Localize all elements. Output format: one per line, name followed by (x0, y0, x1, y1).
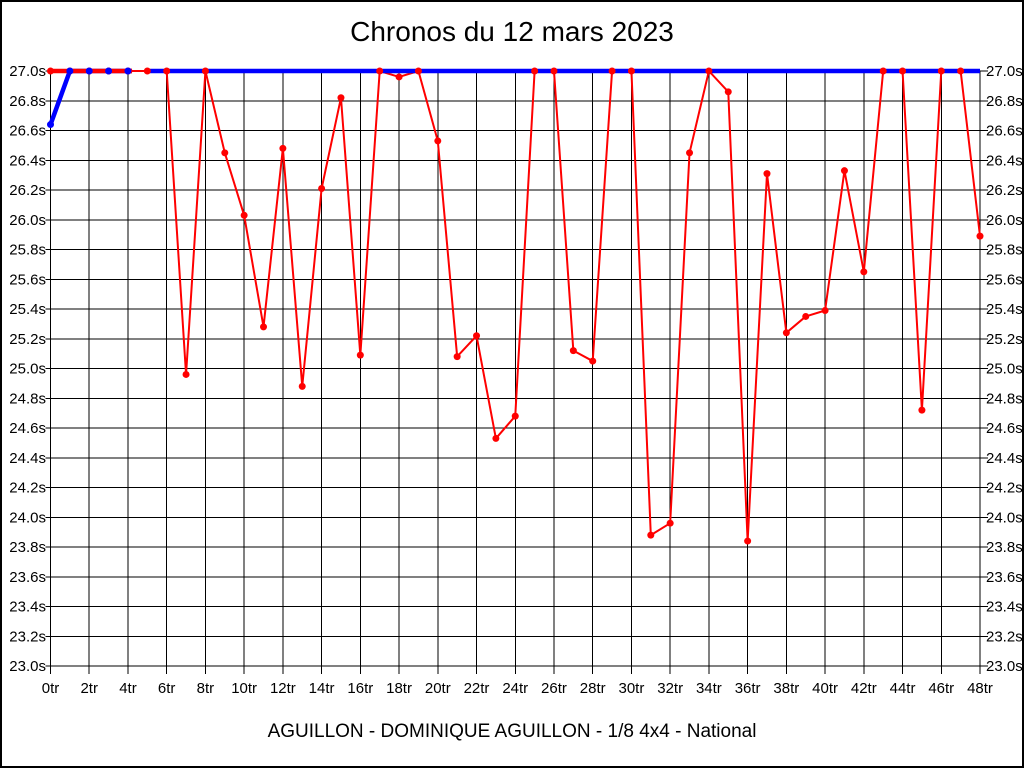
svg-text:32tr: 32tr (657, 680, 683, 697)
svg-text:24.8s: 24.8s (9, 390, 46, 407)
svg-text:25.0s: 25.0s (9, 361, 46, 378)
svg-text:26.6s: 26.6s (9, 123, 46, 140)
svg-text:25.8s: 25.8s (986, 242, 1023, 259)
svg-text:10tr: 10tr (231, 680, 257, 697)
svg-text:26.8s: 26.8s (9, 93, 46, 110)
svg-text:26tr: 26tr (541, 680, 567, 697)
svg-text:25.4s: 25.4s (9, 301, 46, 318)
svg-text:8tr: 8tr (197, 680, 215, 697)
svg-text:46tr: 46tr (928, 680, 954, 697)
svg-text:25.6s: 25.6s (986, 271, 1023, 288)
svg-text:6tr: 6tr (158, 680, 176, 697)
svg-text:24.8s: 24.8s (986, 390, 1023, 407)
svg-text:26.4s: 26.4s (986, 152, 1023, 169)
svg-text:26.8s: 26.8s (986, 93, 1023, 110)
svg-text:23.4s: 23.4s (986, 599, 1023, 616)
chart-title: Chronos du 12 mars 2023 (350, 16, 674, 47)
svg-text:24.6s: 24.6s (9, 420, 46, 437)
svg-text:24.6s: 24.6s (986, 420, 1023, 437)
svg-text:23.8s: 23.8s (986, 539, 1023, 556)
svg-text:26.2s: 26.2s (9, 182, 46, 199)
svg-text:23.2s: 23.2s (9, 628, 46, 645)
svg-text:30tr: 30tr (619, 680, 645, 697)
svg-text:23.8s: 23.8s (9, 539, 46, 556)
reference-markers (47, 67, 132, 129)
svg-text:24tr: 24tr (502, 680, 528, 697)
svg-text:40tr: 40tr (812, 680, 838, 697)
svg-text:25.0s: 25.0s (986, 361, 1023, 378)
svg-text:22tr: 22tr (464, 680, 490, 697)
svg-text:36tr: 36tr (735, 680, 761, 697)
svg-text:24.0s: 24.0s (9, 509, 46, 526)
svg-text:38tr: 38tr (773, 680, 799, 697)
svg-text:12tr: 12tr (270, 680, 296, 697)
svg-text:23.0s: 23.0s (9, 658, 46, 675)
svg-text:20tr: 20tr (425, 680, 451, 697)
svg-text:23.6s: 23.6s (9, 569, 46, 586)
svg-text:24.2s: 24.2s (986, 480, 1023, 497)
svg-text:16tr: 16tr (347, 680, 373, 697)
svg-text:25.4s: 25.4s (986, 301, 1023, 318)
chart-caption: AGUILLON - DOMINIQUE AGUILLON - 1/8 4x4 … (267, 721, 757, 742)
svg-text:18tr: 18tr (386, 680, 412, 697)
svg-text:25.6s: 25.6s (9, 271, 46, 288)
svg-text:4tr: 4tr (119, 680, 137, 697)
svg-text:24.4s: 24.4s (9, 450, 46, 467)
svg-text:24.0s: 24.0s (986, 509, 1023, 526)
y-axis-labels-right: 27.0s 26.8s 26.6s 26.4s 26.2s 26.0s 25.8s 25.6s… (986, 63, 1023, 675)
svg-text:23.0s: 23.0s (986, 658, 1023, 675)
svg-text:27.0s: 27.0s (9, 63, 46, 80)
svg-text:24.4s: 24.4s (986, 450, 1023, 467)
svg-text:0tr: 0tr (42, 680, 60, 697)
svg-text:48tr: 48tr (967, 680, 993, 697)
svg-text:2tr: 2tr (80, 680, 98, 697)
svg-text:25.2s: 25.2s (986, 331, 1023, 348)
svg-text:42tr: 42tr (851, 680, 877, 697)
svg-text:23.4s: 23.4s (9, 599, 46, 616)
svg-text:23.6s: 23.6s (986, 569, 1023, 586)
svg-text:28tr: 28tr (580, 680, 606, 697)
svg-text:26.0s: 26.0s (986, 212, 1023, 229)
svg-text:25.2s: 25.2s (9, 331, 46, 348)
svg-text:26.0s: 26.0s (9, 212, 46, 229)
svg-text:44tr: 44tr (890, 680, 916, 697)
svg-text:26.2s: 26.2s (986, 182, 1023, 199)
svg-text:34tr: 34tr (696, 680, 722, 697)
x-axis-labels: 0tr 2tr 4tr 6tr 8tr 10tr 12tr 14tr 16tr 18tr 20tr 2… (42, 680, 993, 697)
svg-text:14tr: 14tr (309, 680, 335, 697)
svg-text:23.2s: 23.2s (986, 628, 1023, 645)
y-axis-labels-left: 27.0s 26.8s 26.6s 26.4s 26.2s 26.0s 25.8s 25.6s… (9, 63, 46, 675)
svg-text:24.2s: 24.2s (9, 480, 46, 497)
svg-text:25.8s: 25.8s (9, 242, 46, 259)
svg-text:26.4s: 26.4s (9, 152, 46, 169)
svg-text:26.6s: 26.6s (986, 123, 1023, 140)
svg-text:27.0s: 27.0s (986, 63, 1023, 80)
